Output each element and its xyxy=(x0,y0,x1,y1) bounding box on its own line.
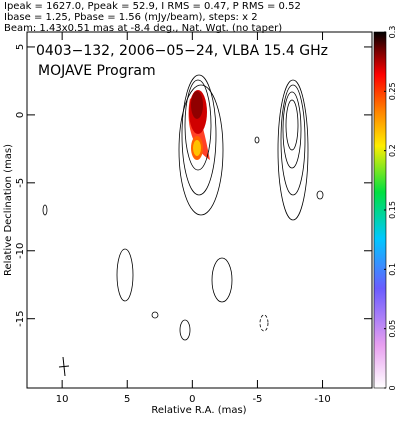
colorbar-tick-label: 0 xyxy=(388,385,397,390)
x-axis-label: Relative R.A. (mas) xyxy=(151,405,246,416)
y-tick-label: -5 xyxy=(15,178,26,188)
beam xyxy=(58,356,70,377)
y-tick-label: -15 xyxy=(15,311,26,327)
header-line: Beam: 1.43x0.51 mas at -8.4 deg., Nat. W… xyxy=(4,23,282,34)
colorbar-tick-label: 0.25 xyxy=(388,82,397,100)
colorbar-tick-label: 0.3 xyxy=(388,26,397,39)
x-tick-label: 10 xyxy=(56,394,69,405)
colorbar-tick-label: 0.15 xyxy=(388,201,397,219)
colorbar-tick-label: 0.2 xyxy=(388,144,397,157)
header-line: Ibase = 1.25, Pbase = 1.56 (mJy/beam), s… xyxy=(4,12,258,23)
x-tick-label: 0 xyxy=(189,394,195,405)
annotation: MOJAVE Program xyxy=(38,63,156,79)
x-tick-label: 5 xyxy=(124,394,130,405)
y-tick-label: -10 xyxy=(15,243,26,259)
colorbar-tick-label: 0.1 xyxy=(388,263,397,276)
y-axis-label: Relative Declination (mas) xyxy=(3,144,14,276)
annotation: 0403−132, 2006−05−24, VLBA 15.4 GHz xyxy=(36,43,328,59)
y-tick-label: 0 xyxy=(15,112,26,118)
x-tick-label: -10 xyxy=(314,394,330,405)
colorbar-tick-label: 0.05 xyxy=(388,320,397,338)
x-tick-label: -5 xyxy=(252,394,262,405)
header-line: Ipeak = 1627.0, Ppeak = 52.9, I RMS = 0.… xyxy=(4,1,301,12)
y-tick-label: 5 xyxy=(15,44,26,50)
plot-frame xyxy=(26,31,373,389)
contours xyxy=(42,74,324,341)
